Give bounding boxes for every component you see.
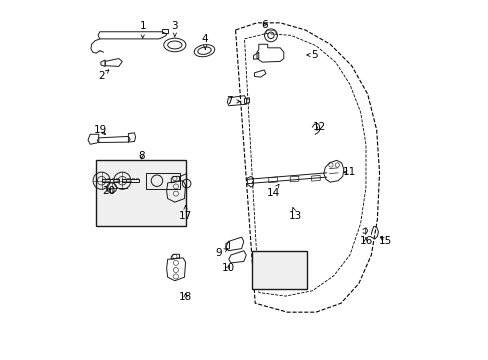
Text: 16: 16 (359, 236, 372, 246)
FancyBboxPatch shape (251, 251, 306, 289)
Text: 19: 19 (94, 125, 107, 135)
Text: 3: 3 (171, 21, 178, 37)
Text: 18: 18 (179, 292, 192, 302)
Text: 7: 7 (226, 96, 240, 107)
Text: 11: 11 (342, 167, 355, 177)
Text: 10: 10 (222, 262, 235, 273)
Text: 14: 14 (266, 184, 279, 198)
Text: 5: 5 (306, 50, 317, 60)
Text: 8: 8 (138, 151, 144, 161)
Text: 4: 4 (202, 34, 208, 49)
Text: 15: 15 (378, 236, 391, 246)
Text: 6: 6 (260, 19, 267, 30)
FancyBboxPatch shape (96, 160, 185, 226)
Text: 17: 17 (179, 206, 192, 221)
Text: 20: 20 (102, 186, 115, 197)
Text: 9: 9 (215, 248, 227, 258)
Text: 1: 1 (139, 21, 146, 38)
Text: 2: 2 (98, 70, 109, 81)
Text: 13: 13 (288, 208, 301, 221)
Text: 12: 12 (312, 122, 325, 132)
